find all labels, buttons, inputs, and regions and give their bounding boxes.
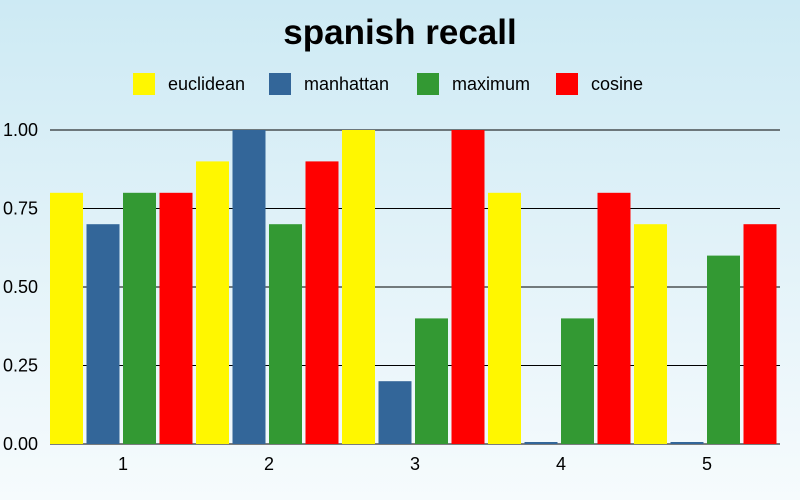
bar-cosine-2: [305, 161, 339, 444]
x-tick-label: 3: [410, 454, 420, 474]
legend-item-manhattan: manhattan: [269, 70, 389, 98]
legend-label-maximum: maximum: [452, 73, 531, 94]
bar-maximum-4: [561, 318, 594, 444]
bar-manhattan-1: [86, 224, 120, 444]
legend-swatch-maximum: [417, 73, 439, 95]
bar-euclidean-3: [342, 130, 375, 444]
y-tick-label: 0.75: [3, 199, 38, 219]
y-tick-label: 1.00: [3, 120, 38, 140]
legend-item-cosine: cosine: [556, 70, 643, 98]
y-tick-label: 0.50: [3, 277, 38, 297]
x-tick-label: 2: [264, 454, 274, 474]
y-tick-label: 0.25: [3, 356, 38, 376]
legend-swatch-cosine: [556, 73, 578, 95]
bar-manhattan-4: [524, 442, 558, 444]
legend-swatch-euclidean: [133, 73, 155, 95]
x-tick-label: 4: [556, 454, 566, 474]
chart-title: spanish recall: [283, 13, 517, 52]
bar-cosine-1: [159, 192, 193, 444]
x-axis-ticks: 1 2 3 4 5: [118, 454, 712, 474]
y-tick-label: 0.00: [3, 434, 38, 454]
bar-manhattan-3: [378, 381, 412, 444]
legend-label-manhattan: manhattan: [304, 73, 390, 94]
bar-euclidean-2: [196, 161, 229, 444]
x-tick-label: 5: [702, 454, 712, 474]
bar-cosine-5: [743, 224, 777, 444]
bar-maximum-3: [415, 318, 448, 444]
legend-item-euclidean: euclidean: [133, 70, 245, 98]
bar-manhattan-5: [670, 442, 704, 444]
bar-manhattan-2: [232, 130, 266, 444]
bar-euclidean-1: [50, 192, 83, 444]
legend-item-maximum: maximum: [417, 70, 530, 98]
bar-cosine-4: [597, 192, 631, 444]
legend-label-cosine: cosine: [591, 73, 644, 94]
y-axis-ticks: 0.00 0.25 0.50 0.75 1.00: [3, 120, 38, 454]
bar-cosine-3: [451, 130, 485, 444]
bar-maximum-2: [269, 224, 302, 444]
bar-euclidean-4: [488, 192, 521, 444]
x-tick-label: 1: [118, 454, 128, 474]
bars: [50, 130, 777, 444]
legend-swatch-manhattan: [269, 73, 291, 95]
chart-legend: euclidean manhattan maximum cosine: [0, 70, 800, 98]
bar-maximum-1: [123, 192, 156, 444]
bar-maximum-5: [707, 255, 740, 444]
legend-label-euclidean: euclidean: [168, 73, 246, 94]
bar-euclidean-5: [634, 224, 667, 444]
